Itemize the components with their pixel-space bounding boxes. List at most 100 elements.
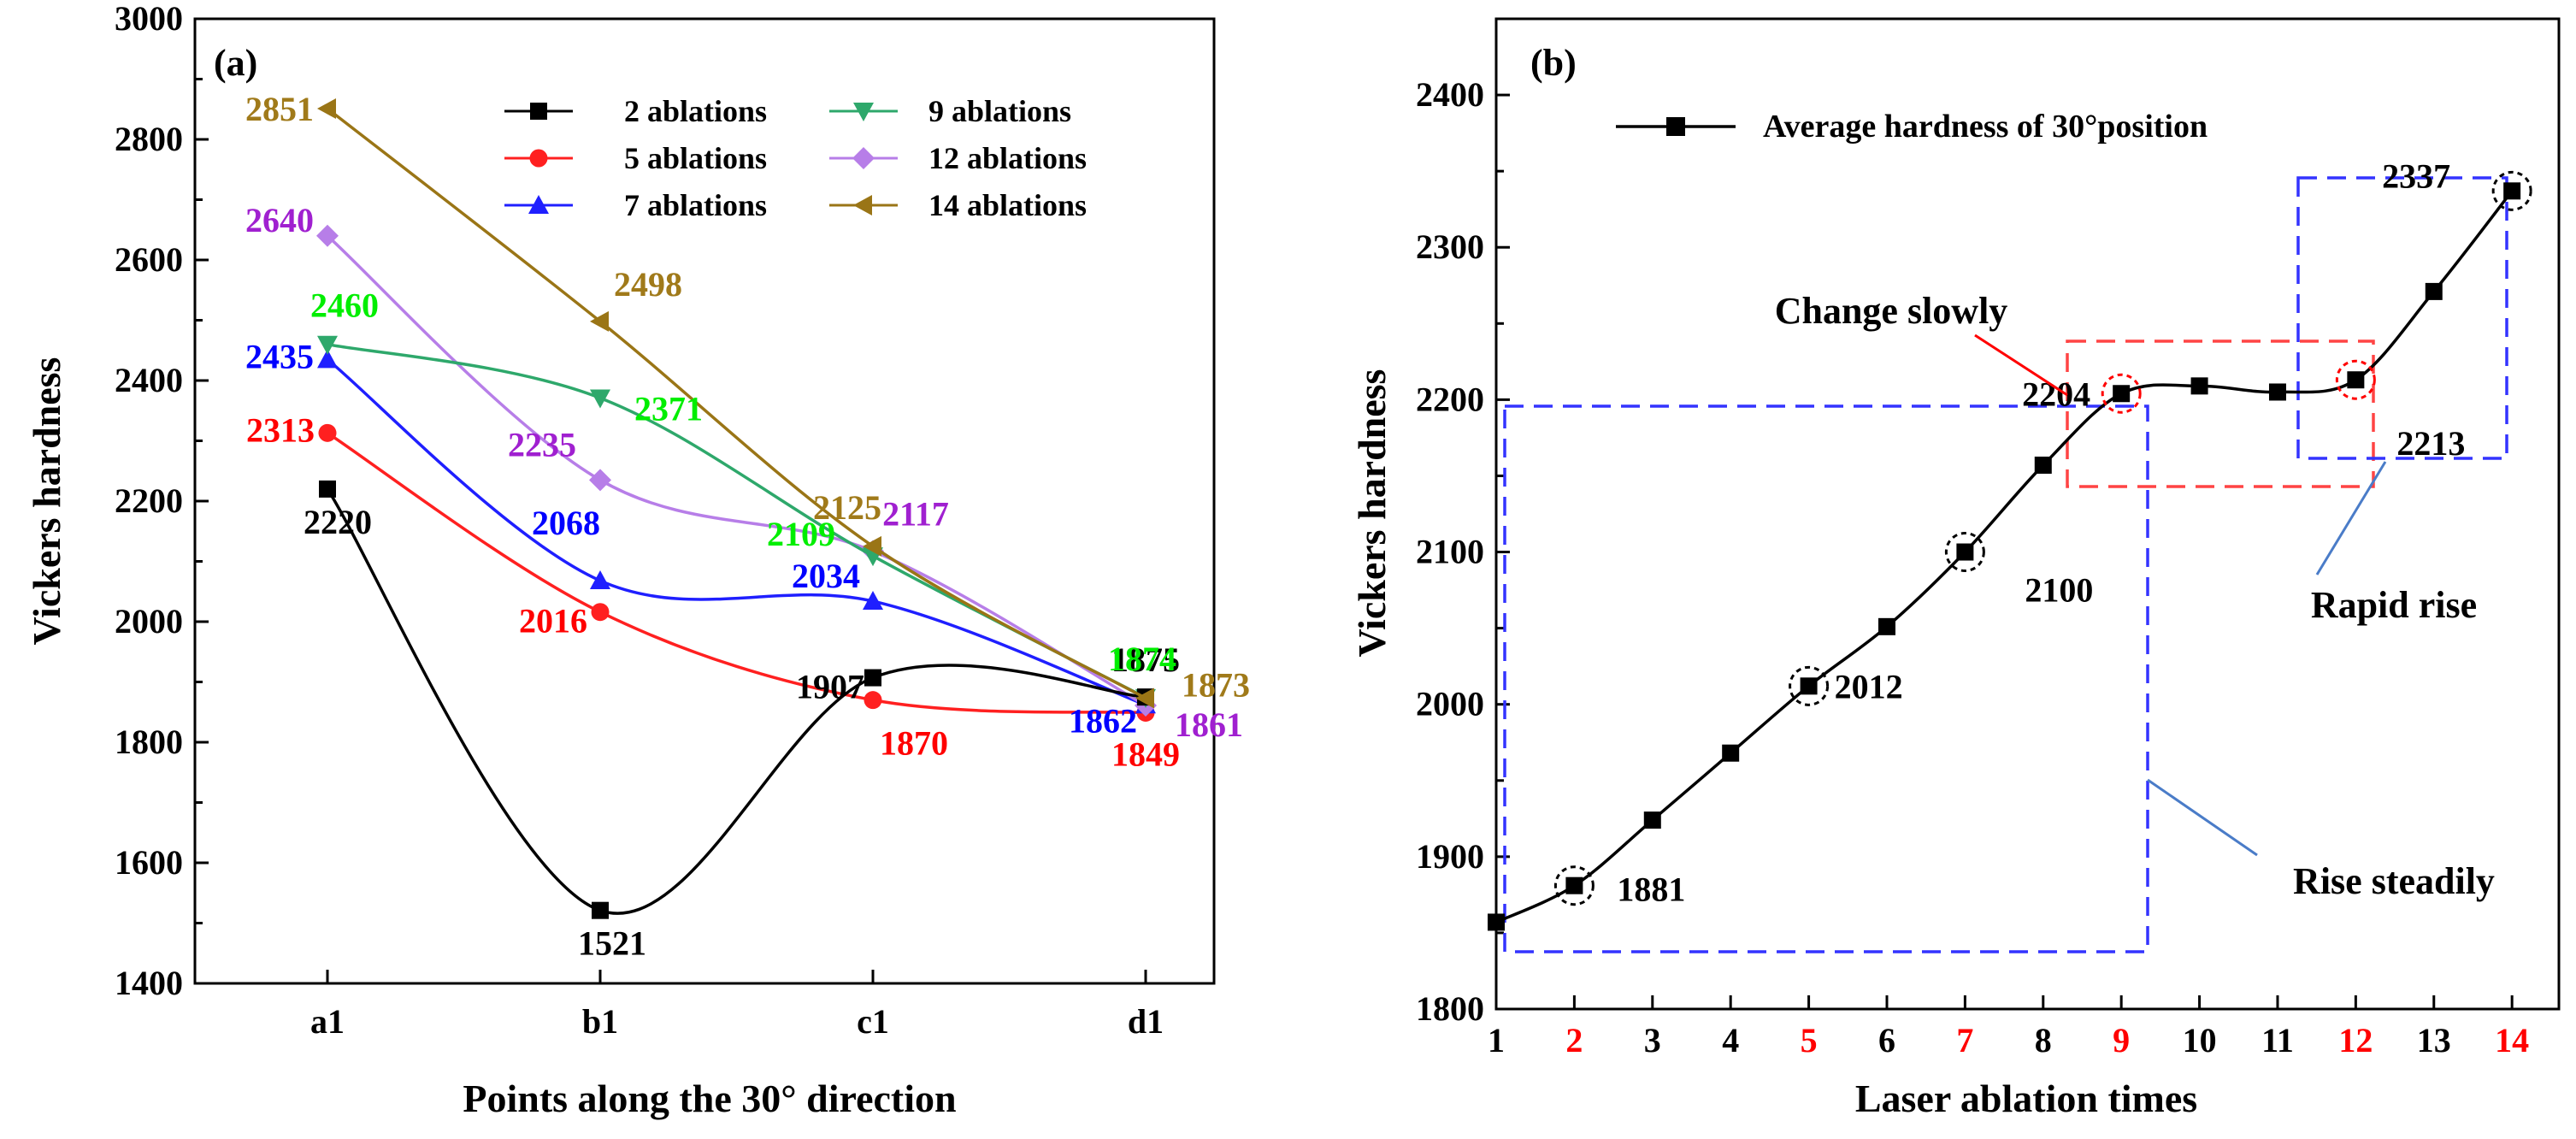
panel-label: (a) (214, 42, 257, 84)
y-tick-label: 1600 (115, 843, 183, 882)
data-label: 1870 (880, 724, 948, 763)
series-line-12-ablations (326, 234, 1147, 707)
data-label: 1907 (796, 668, 864, 706)
point-label: 1881 (1617, 870, 1685, 909)
legend-marker (528, 195, 549, 214)
data-label: 2435 (245, 337, 314, 375)
data-label: 2220 (304, 503, 372, 541)
x-tick-label: 1 (1488, 1021, 1505, 1059)
data-point (2347, 371, 2365, 389)
data-label: 1874 (1108, 640, 1176, 678)
series-line-14-ablations (326, 107, 1147, 700)
y-tick-label: 2000 (115, 602, 183, 640)
legend-entry: 5 ablations (624, 141, 767, 175)
data-point (1488, 913, 1505, 931)
data-point (2268, 383, 2286, 401)
legend-marker (529, 149, 548, 168)
legend-entry: 7 ablations (624, 188, 767, 222)
annotation-pointer (1974, 333, 2068, 397)
y-tick-label: 1800 (1416, 989, 1484, 1028)
y-axis-title: Vickers hardness (25, 357, 68, 646)
y-tick-label: 1800 (115, 723, 183, 761)
x-tick-label: d1 (1128, 1002, 1164, 1041)
data-point (2425, 282, 2443, 300)
data-label: 2851 (245, 90, 314, 128)
legend-marker (530, 103, 547, 120)
data-point (592, 901, 609, 919)
y-axis-title: Vickers hardness (1350, 369, 1394, 658)
data-point (590, 570, 610, 590)
legend-entry: 2 ablations (624, 94, 767, 128)
data-label: 1875 (1111, 640, 1180, 679)
y-tick-label: 2800 (115, 120, 183, 158)
y-tick-label: 2200 (1416, 380, 1484, 418)
data-point (1877, 617, 1895, 635)
data-point (863, 591, 883, 611)
x-tick-label: 14 (2495, 1021, 2529, 1059)
x-tick-label: 3 (1644, 1021, 1661, 1059)
data-label: 1521 (578, 924, 646, 963)
x-axis-title: Points along the 30° direction (463, 1077, 956, 1120)
x-axis-title: Laser ablation times (1855, 1077, 2197, 1120)
data-point (1956, 543, 1974, 561)
data-point (864, 691, 882, 710)
y-tick-label: 2100 (1416, 533, 1484, 571)
panel-a: 1400 1600 1800 2000 2200 2400 2600 2800 3000 a1 b1… (25, 0, 1250, 1120)
data-point (591, 603, 610, 622)
annotation-pointer (2315, 461, 2387, 575)
annotation-rapid-rise: Rapid rise (2311, 584, 2477, 626)
x-tick-label: 6 (1878, 1021, 1895, 1059)
x-tick-label: 10 (2183, 1021, 2217, 1059)
annotation-change-slowly: Change slowly (1775, 290, 2008, 332)
x-tick-label: c1 (857, 1002, 889, 1041)
x-tick-label: 8 (2035, 1021, 2052, 1059)
series-line-5-ablations (327, 431, 1147, 715)
x-tick-label: 5 (1801, 1021, 1818, 1059)
annotation-pointer (2147, 778, 2258, 857)
y-tick-label: 2600 (115, 240, 183, 279)
point-label: 2012 (1835, 667, 1903, 705)
y-tick-label: 2200 (115, 481, 183, 520)
data-label: 2016 (519, 602, 587, 640)
plot-frame (1494, 17, 2561, 1011)
x-tick-label: 11 (2261, 1021, 2294, 1059)
data-point (863, 535, 881, 557)
data-point (317, 98, 336, 120)
data-label: 2498 (614, 265, 682, 304)
legend-marker (852, 147, 875, 169)
x-tick-label: 13 (2417, 1021, 2451, 1059)
legend-entry: Average hardness of 30°position (1763, 109, 2208, 145)
highlight-circle (2101, 373, 2142, 414)
rapid-rise-box (2296, 176, 2508, 460)
data-label: 2371 (634, 389, 703, 428)
legend-marker (1666, 117, 1685, 136)
data-label: 2640 (245, 201, 314, 239)
series-line-7-ablations (326, 357, 1147, 706)
data-point (864, 669, 881, 687)
legend-entry: 12 ablations (928, 141, 1087, 175)
y-tick-label: 3000 (115, 0, 183, 38)
data-point (2034, 456, 2052, 474)
x-tick-label: 4 (1722, 1021, 1739, 1059)
data-point (1643, 811, 1661, 829)
highlight-circle (1553, 865, 1595, 906)
data-label: 2117 (882, 495, 949, 534)
data-point (590, 389, 610, 409)
data-point (589, 469, 611, 492)
legend-marker (853, 195, 872, 215)
data-label: 2235 (508, 425, 576, 463)
y-tick-label: 1900 (1416, 837, 1484, 876)
point-label: 2204 (2022, 375, 2090, 413)
legend-entry: 9 ablations (928, 94, 1071, 128)
data-label: 2034 (792, 557, 860, 595)
x-tick-label: a1 (310, 1002, 345, 1041)
legend-marker (853, 103, 874, 121)
data-point (316, 224, 339, 247)
data-point (590, 310, 609, 332)
point-label: 2100 (2025, 571, 2093, 610)
y-tick-label: 2400 (1416, 75, 1484, 114)
data-label: 2109 (767, 515, 835, 553)
